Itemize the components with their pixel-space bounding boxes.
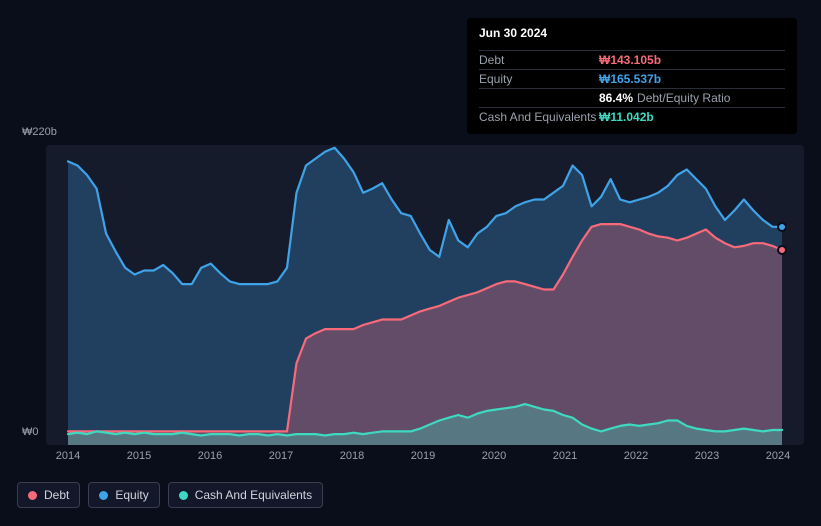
tooltip-row: Cash And Equivalents₩11.042b xyxy=(479,107,785,126)
x-axis: 2014 2015 2016 2017 2018 2019 2020 2021 2022 2023… xyxy=(17,450,804,470)
x-axis-tick: 2018 xyxy=(340,450,364,462)
debt-equity-chart[interactable] xyxy=(17,145,804,445)
legend-label: Debt xyxy=(44,488,69,502)
tooltip-date: Jun 30 2024 xyxy=(479,26,785,46)
tooltip-label: Equity xyxy=(479,72,599,86)
x-axis-tick: 2024 xyxy=(766,450,790,462)
series-end-marker-debt xyxy=(777,245,787,255)
legend-label: Equity xyxy=(115,488,148,502)
tooltip-row: 86.4% Debt/Equity Ratio xyxy=(479,88,785,107)
series-end-marker-equity xyxy=(777,222,787,232)
tooltip-value: ₩11.042b xyxy=(599,110,654,124)
x-axis-tick: 2016 xyxy=(198,450,222,462)
tooltip-row: Debt₩143.105b xyxy=(479,50,785,69)
tooltip-row: Equity₩165.537b xyxy=(479,69,785,88)
tooltip-value: 86.4% xyxy=(599,91,633,105)
legend-dot-icon xyxy=(99,491,108,500)
chart-legend: Debt Equity Cash And Equivalents xyxy=(17,482,323,508)
tooltip-value: ₩143.105b xyxy=(599,53,661,67)
x-axis-tick: 2021 xyxy=(553,450,577,462)
chart-svg xyxy=(46,145,804,450)
x-axis-tick: 2022 xyxy=(624,450,648,462)
tooltip-value: ₩165.537b xyxy=(599,72,661,86)
tooltip-label: Debt xyxy=(479,53,599,67)
x-axis-tick: 2023 xyxy=(695,450,719,462)
legend-item-debt[interactable]: Debt xyxy=(17,482,80,508)
x-axis-tick: 2017 xyxy=(269,450,293,462)
x-axis-tick: 2020 xyxy=(482,450,506,462)
legend-dot-icon xyxy=(179,491,188,500)
x-axis-tick: 2015 xyxy=(127,450,151,462)
y-axis-label: ₩220b xyxy=(22,126,57,138)
legend-item-equity[interactable]: Equity xyxy=(88,482,159,508)
tooltip-extra: Debt/Equity Ratio xyxy=(637,91,730,105)
x-axis-tick: 2014 xyxy=(56,450,80,462)
chart-tooltip: Jun 30 2024 Debt₩143.105bEquity₩165.537b… xyxy=(467,18,797,134)
legend-dot-icon xyxy=(28,491,37,500)
legend-item-cash-and-equivalents[interactable]: Cash And Equivalents xyxy=(168,482,323,508)
tooltip-label: Cash And Equivalents xyxy=(479,110,599,124)
x-axis-tick: 2019 xyxy=(411,450,435,462)
legend-label: Cash And Equivalents xyxy=(195,488,312,502)
tooltip-label xyxy=(479,91,599,105)
